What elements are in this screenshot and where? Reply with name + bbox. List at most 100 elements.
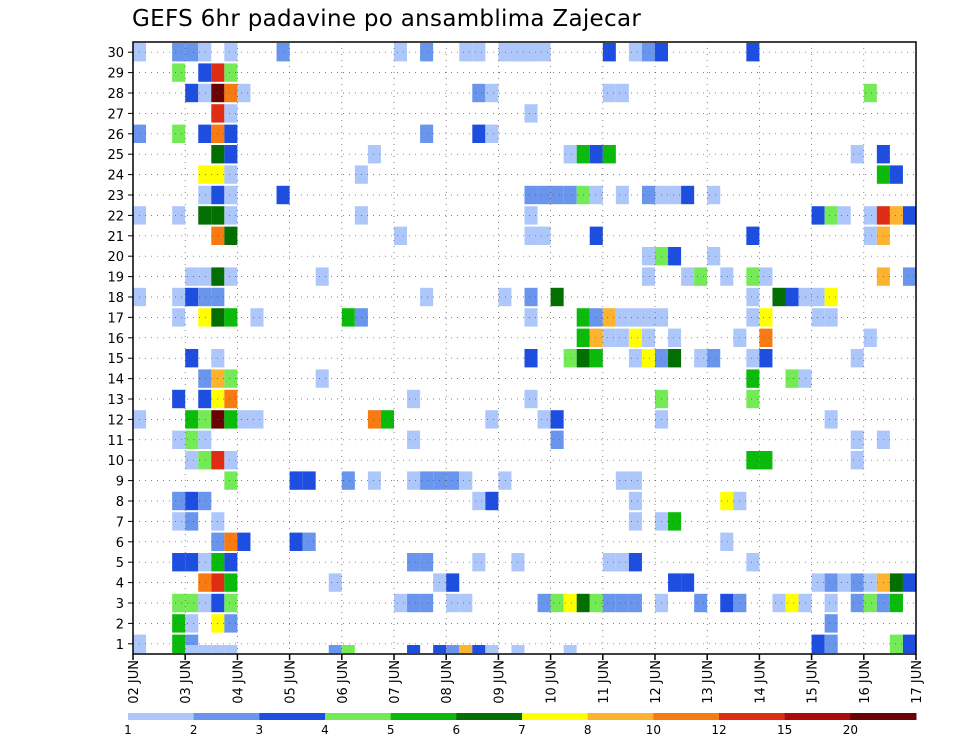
legend-label: 2 (190, 723, 198, 737)
data-cell (198, 389, 212, 409)
data-cell (185, 451, 199, 470)
data-cell (224, 83, 238, 103)
data-cell (198, 553, 212, 572)
data-cell (615, 83, 629, 103)
data-cell (420, 287, 434, 307)
data-cell (198, 451, 212, 470)
data-cell (407, 430, 421, 449)
data-cell (198, 430, 212, 449)
data-cell (641, 308, 655, 327)
data-cell (746, 369, 760, 388)
data-cell (707, 185, 721, 205)
y-tick-label: 3 (116, 597, 124, 612)
data-cell (524, 308, 538, 327)
data-cell (407, 645, 421, 653)
legend-label: 4 (321, 723, 329, 737)
data-cell (198, 63, 212, 82)
data-cell (302, 471, 316, 490)
legend-swatch (128, 713, 195, 720)
data-cell (420, 471, 434, 490)
data-cell (185, 593, 199, 613)
data-cell (746, 308, 760, 327)
data-cell (172, 634, 186, 653)
data-cell (485, 83, 499, 103)
data-cell (224, 410, 238, 429)
data-cell (628, 553, 642, 572)
data-cell (863, 83, 877, 103)
data-cell (889, 593, 903, 613)
x-tick-label: 16 JUN (858, 660, 873, 704)
data-cell (759, 267, 773, 286)
legend-label: 3 (256, 723, 264, 737)
data-cell (563, 145, 577, 164)
data-cell (224, 206, 238, 225)
data-cell (498, 287, 512, 307)
data-cell (224, 308, 238, 327)
data-cell (602, 328, 616, 347)
y-tick-label: 28 (107, 87, 124, 102)
data-cell (185, 553, 199, 572)
x-tick-label: 13 JUN (701, 660, 716, 704)
data-cell (694, 593, 708, 613)
data-cell (615, 308, 629, 327)
data-cell (563, 645, 577, 653)
data-cell (394, 226, 408, 245)
legend-swatch (193, 713, 260, 720)
y-tick-label: 20 (107, 250, 124, 265)
data-cell (407, 471, 421, 490)
data-cell (863, 573, 877, 592)
data-cell (472, 645, 486, 653)
data-cell (641, 267, 655, 286)
y-tick-label: 16 (107, 332, 124, 347)
data-cell (224, 532, 238, 551)
data-cell (472, 83, 486, 103)
data-cell (602, 145, 616, 164)
data-cell (315, 369, 329, 388)
data-cell (759, 451, 773, 470)
data-cell (602, 553, 616, 572)
data-cell (341, 471, 355, 490)
data-cell (850, 451, 864, 470)
y-tick-label: 22 (107, 209, 124, 224)
data-cell (172, 389, 186, 409)
legend-label: 15 (777, 723, 792, 737)
data-cell (628, 328, 642, 347)
data-cell (850, 349, 864, 368)
data-cell (224, 614, 238, 633)
data-cell (628, 512, 642, 531)
data-cell (485, 410, 499, 429)
data-cell (602, 308, 616, 327)
data-cell (224, 165, 238, 184)
data-cell (681, 573, 695, 592)
data-cell (485, 124, 499, 143)
data-cell (185, 43, 199, 62)
data-cell (185, 614, 199, 633)
data-cell (824, 410, 838, 429)
x-axis: 02 JUN 03 JUN 04 JUN 05 JUN 06 JUN 07 JUN 08 J… (127, 654, 925, 704)
legend-swatch (325, 713, 392, 720)
data-cell (524, 349, 538, 368)
data-cell (524, 206, 538, 225)
data-cell (198, 410, 212, 429)
data-cell (224, 451, 238, 470)
data-cell (524, 185, 538, 205)
y-tick-label: 6 (116, 536, 124, 551)
data-cell (341, 645, 355, 653)
data-cell (472, 43, 486, 62)
data-cell (785, 369, 799, 388)
data-cell (889, 165, 903, 184)
y-tick-label: 2 (116, 617, 124, 632)
data-cell (550, 593, 564, 613)
x-tick-label: 12 JUN (649, 660, 664, 704)
data-cell (198, 206, 212, 225)
data-cell (537, 226, 551, 245)
data-cell (511, 645, 525, 653)
data-cell (563, 349, 577, 368)
data-cell (824, 308, 838, 327)
data-cell (641, 185, 655, 205)
x-tick-label: 14 JUN (753, 660, 768, 704)
y-tick-label: 15 (107, 352, 124, 367)
data-cell (198, 645, 212, 653)
data-cell (824, 634, 838, 653)
